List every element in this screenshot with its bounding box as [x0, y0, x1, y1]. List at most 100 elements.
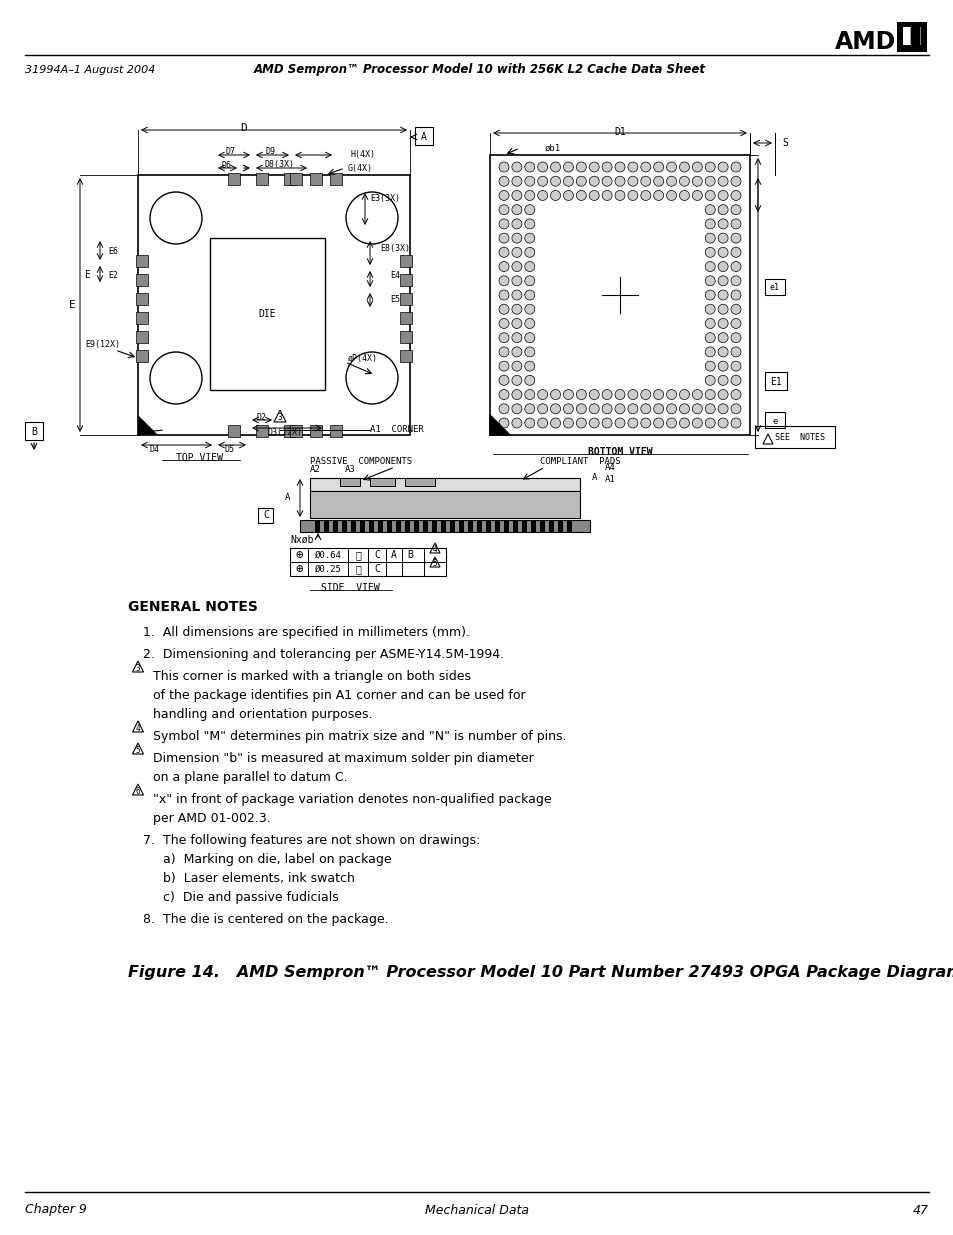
Bar [422, 520, 428, 532]
Text: Mechanical Data: Mechanical Data [424, 1203, 529, 1216]
Circle shape [498, 247, 509, 257]
Bar [257, 508, 273, 522]
Circle shape [615, 177, 624, 186]
Circle shape [730, 389, 740, 400]
Circle shape [615, 404, 624, 414]
Circle shape [730, 177, 740, 186]
Circle shape [718, 162, 727, 172]
Bar [490, 156, 749, 435]
Circle shape [498, 205, 509, 215]
Circle shape [524, 205, 535, 215]
Circle shape [627, 162, 638, 172]
Circle shape [576, 389, 586, 400]
Bar [387, 520, 392, 532]
Bar [310, 478, 579, 492]
Bar [395, 520, 400, 532]
Circle shape [679, 404, 689, 414]
Text: D: D [240, 124, 247, 133]
Circle shape [550, 389, 560, 400]
Text: AMD: AMD [834, 30, 895, 54]
Circle shape [563, 389, 573, 400]
Circle shape [653, 177, 663, 186]
Bar [330, 173, 341, 185]
Bar [764, 412, 784, 429]
Bar [476, 520, 481, 532]
Bar [284, 425, 295, 437]
Circle shape [704, 361, 715, 370]
Circle shape [537, 417, 547, 429]
Text: SEE  NOTES: SEE NOTES [774, 433, 824, 442]
Bar [440, 520, 446, 532]
Text: 6: 6 [135, 787, 140, 795]
Circle shape [730, 332, 740, 342]
Circle shape [512, 404, 521, 414]
Text: per AMD 01-002.3.: per AMD 01-002.3. [152, 811, 271, 825]
Circle shape [601, 190, 612, 200]
Bar [339, 478, 359, 487]
Circle shape [524, 290, 535, 300]
Circle shape [730, 375, 740, 385]
Text: "x" in front of package variation denotes non-qualified package: "x" in front of package variation denote… [152, 793, 551, 806]
Circle shape [589, 389, 598, 400]
Text: ⊕: ⊕ [294, 562, 302, 576]
Circle shape [524, 361, 535, 370]
Circle shape [524, 275, 535, 285]
Circle shape [653, 417, 663, 429]
Circle shape [730, 319, 740, 329]
Circle shape [589, 404, 598, 414]
Circle shape [718, 262, 727, 272]
Circle shape [704, 375, 715, 385]
Circle shape [512, 304, 521, 314]
Circle shape [730, 205, 740, 215]
Bar [299, 520, 589, 532]
Circle shape [512, 233, 521, 243]
Circle shape [666, 162, 676, 172]
Circle shape [550, 177, 560, 186]
Circle shape [615, 162, 624, 172]
Bar [359, 520, 365, 532]
Text: E5: E5 [390, 295, 399, 305]
Circle shape [718, 404, 727, 414]
Bar [136, 274, 148, 287]
Circle shape [692, 404, 701, 414]
Bar [558, 520, 562, 532]
Text: E: E [69, 300, 75, 310]
Circle shape [704, 290, 715, 300]
Circle shape [704, 162, 715, 172]
Circle shape [627, 417, 638, 429]
Circle shape [524, 190, 535, 200]
Bar [399, 312, 412, 324]
Circle shape [730, 347, 740, 357]
Circle shape [524, 389, 535, 400]
Circle shape [524, 404, 535, 414]
Circle shape [679, 190, 689, 200]
Text: Symbol "M" determines pin matrix size and "N" is number of pins.: Symbol "M" determines pin matrix size an… [152, 730, 566, 743]
Text: 4: 4 [433, 545, 436, 555]
Circle shape [653, 389, 663, 400]
Text: 31994A–1 August 2004: 31994A–1 August 2004 [25, 65, 155, 75]
Text: SIDE  VIEW: SIDE VIEW [320, 583, 379, 593]
Bar [377, 520, 382, 532]
Text: C: C [263, 510, 269, 520]
Circle shape [679, 417, 689, 429]
Bar [902, 27, 920, 44]
Text: 47: 47 [912, 1203, 928, 1216]
Circle shape [576, 404, 586, 414]
Circle shape [704, 177, 715, 186]
Circle shape [512, 177, 521, 186]
Circle shape [576, 417, 586, 429]
Bar [607, 124, 631, 138]
Circle shape [704, 190, 715, 200]
Circle shape [524, 417, 535, 429]
Circle shape [498, 361, 509, 370]
Circle shape [524, 247, 535, 257]
Circle shape [704, 205, 715, 215]
Circle shape [524, 219, 535, 228]
Bar [136, 312, 148, 324]
Bar [290, 173, 302, 185]
Bar [399, 350, 412, 362]
Text: ▐: ▐ [900, 25, 919, 49]
Circle shape [718, 177, 727, 186]
Circle shape [601, 404, 612, 414]
Bar [458, 520, 463, 532]
